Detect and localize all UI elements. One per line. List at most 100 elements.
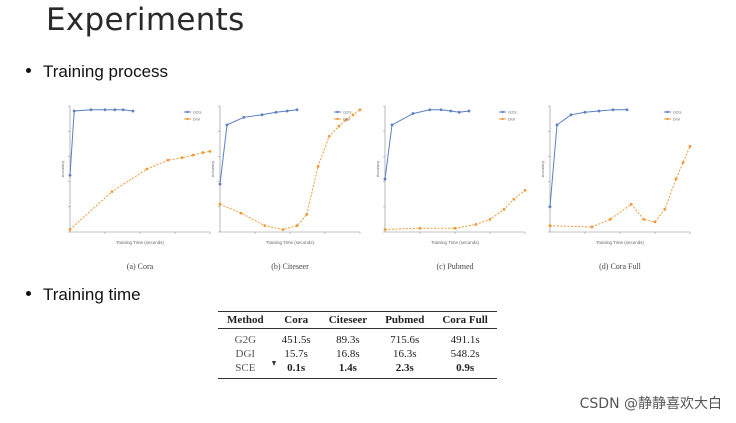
data-point-g2g: [225, 123, 229, 127]
data-point-g2g: [274, 110, 278, 114]
legend-label: G2G: [343, 110, 351, 115]
cell-value: 16.8s: [336, 348, 360, 360]
table-row: G2G 451.5s 89.3s 715.6s 491.1s: [218, 329, 497, 348]
data-point-dgi: [653, 220, 657, 224]
cell-value: 89.3s: [336, 334, 360, 346]
data-point-dgi: [590, 225, 594, 229]
data-point-dgi: [68, 228, 72, 231]
data-point-g2g: [467, 109, 471, 113]
y-axis-label: Accuracy: [60, 161, 65, 177]
plot-cora-full: Training Time (seconds) Accuracy G2G DGI: [540, 100, 700, 250]
data-point-g2g: [439, 108, 443, 112]
y-axis-label: Accuracy: [210, 161, 215, 177]
x-axis-label: Training Time (seconds): [431, 240, 480, 245]
data-point-g2g: [131, 109, 135, 113]
y-axis-label: Accuracy: [540, 161, 545, 177]
legend: G2G DGI: [334, 110, 351, 122]
data-point-dgi: [327, 134, 331, 138]
series-line-g2g: [384, 109, 470, 180]
data-point-g2g: [597, 109, 601, 113]
data-point-g2g: [218, 182, 222, 186]
chart-svg: Training Time (seconds) Accuracy G2G DGI: [375, 105, 527, 245]
data-point-dgi: [145, 167, 149, 171]
bullet-dot: [26, 291, 31, 297]
data-point-dgi: [383, 228, 387, 231]
legend-marker: [666, 117, 669, 121]
caption-cora: (a) Cora: [126, 262, 154, 271]
data-point-dgi: [295, 224, 299, 228]
data-point-g2g: [457, 110, 461, 114]
data-point-dgi: [201, 151, 205, 155]
caption-citeseer: (b) Citeseer: [271, 262, 309, 271]
bullet-training-process-label: Training process: [43, 62, 169, 81]
series-line-g2g: [219, 109, 298, 185]
data-point-dgi: [681, 161, 685, 165]
data-point-dgi: [263, 224, 267, 228]
x-axis-label: Training Time (seconds): [596, 240, 645, 245]
legend: G2G DGI: [499, 110, 516, 122]
series-line-dgi: [549, 146, 691, 228]
data-point-g2g: [555, 123, 559, 127]
data-point-dgi: [418, 226, 422, 230]
table-row: DGI 15.7s 16.8s 16.3s 548.2s: [218, 347, 497, 361]
legend-marker: [336, 117, 339, 121]
legend-label: DGI: [193, 117, 200, 122]
data-point-g2g: [285, 109, 289, 113]
cell-value: 491.1s: [450, 334, 480, 346]
data-point-g2g: [583, 110, 587, 114]
table-header-row: Method Cora Citeseer Pubmed Cora Full: [218, 311, 497, 329]
bullet-training-time-label: Training time: [43, 285, 141, 304]
data-point-dgi: [674, 177, 678, 181]
data-point-g2g: [113, 108, 117, 112]
data-point-dgi: [629, 202, 633, 206]
bullet-training-process: Training process: [26, 62, 168, 82]
legend-label: DGI: [673, 117, 680, 122]
data-point-g2g: [242, 115, 246, 119]
legend-marker: [666, 110, 669, 114]
slide-title: Experiments: [46, 2, 245, 38]
data-point-dgi: [548, 224, 552, 228]
chart-svg: Training Time (seconds) Accuracy G2G DGI: [210, 105, 362, 245]
series-line-dgi: [69, 150, 211, 230]
x-axis-label: Training Time (seconds): [116, 240, 165, 245]
legend-label: DGI: [508, 117, 515, 122]
chart-svg: Training Time (seconds) Accuracy G2G DGI: [60, 105, 212, 245]
cell-method: SCE: [218, 361, 273, 379]
data-point-g2g: [68, 173, 72, 177]
cell-value: 15.7s: [284, 348, 308, 360]
bullet-training-time: Training time: [26, 285, 141, 305]
data-point-dgi: [191, 153, 195, 157]
data-point-dgi: [474, 223, 478, 226]
data-point-dgi: [488, 218, 492, 221]
legend-marker: [501, 110, 504, 114]
legend-marker: [501, 117, 504, 121]
data-point-dgi: [337, 124, 341, 128]
data-point-g2g: [260, 113, 264, 117]
header-pubmed: Pubmed: [376, 311, 434, 329]
plot-citeseer: Training Time (seconds) Accuracy G2G DGI: [210, 100, 370, 250]
cell-value: 451.5s: [281, 334, 311, 346]
cell-method: G2G: [234, 334, 257, 346]
series-line-dgi: [219, 109, 361, 231]
legend-marker: [186, 117, 189, 121]
data-point-g2g: [428, 108, 432, 112]
legend: G2G DGI: [664, 110, 681, 122]
header-cora-full: Cora Full: [433, 311, 497, 329]
series-line-g2g: [69, 109, 134, 176]
series-line-g2g: [549, 109, 627, 207]
data-point-g2g: [548, 205, 552, 209]
plot-pubmed: Training Time (seconds) Accuracy G2G DGI: [375, 100, 535, 250]
data-point-dgi: [523, 189, 527, 192]
cell-value: 2.3s: [376, 361, 434, 379]
data-point-g2g: [569, 113, 573, 117]
legend-label: DGI: [343, 117, 350, 122]
data-point-g2g: [295, 108, 299, 112]
caption-pubmed: (c) Pubmed: [436, 262, 474, 271]
data-point-dgi: [642, 218, 646, 221]
data-point-dgi: [305, 212, 309, 216]
header-cora: Cora: [272, 311, 320, 329]
legend-marker: [336, 110, 339, 114]
data-point-dgi: [110, 190, 114, 194]
data-point-dgi: [180, 156, 184, 160]
bullet-dot: [26, 68, 31, 74]
